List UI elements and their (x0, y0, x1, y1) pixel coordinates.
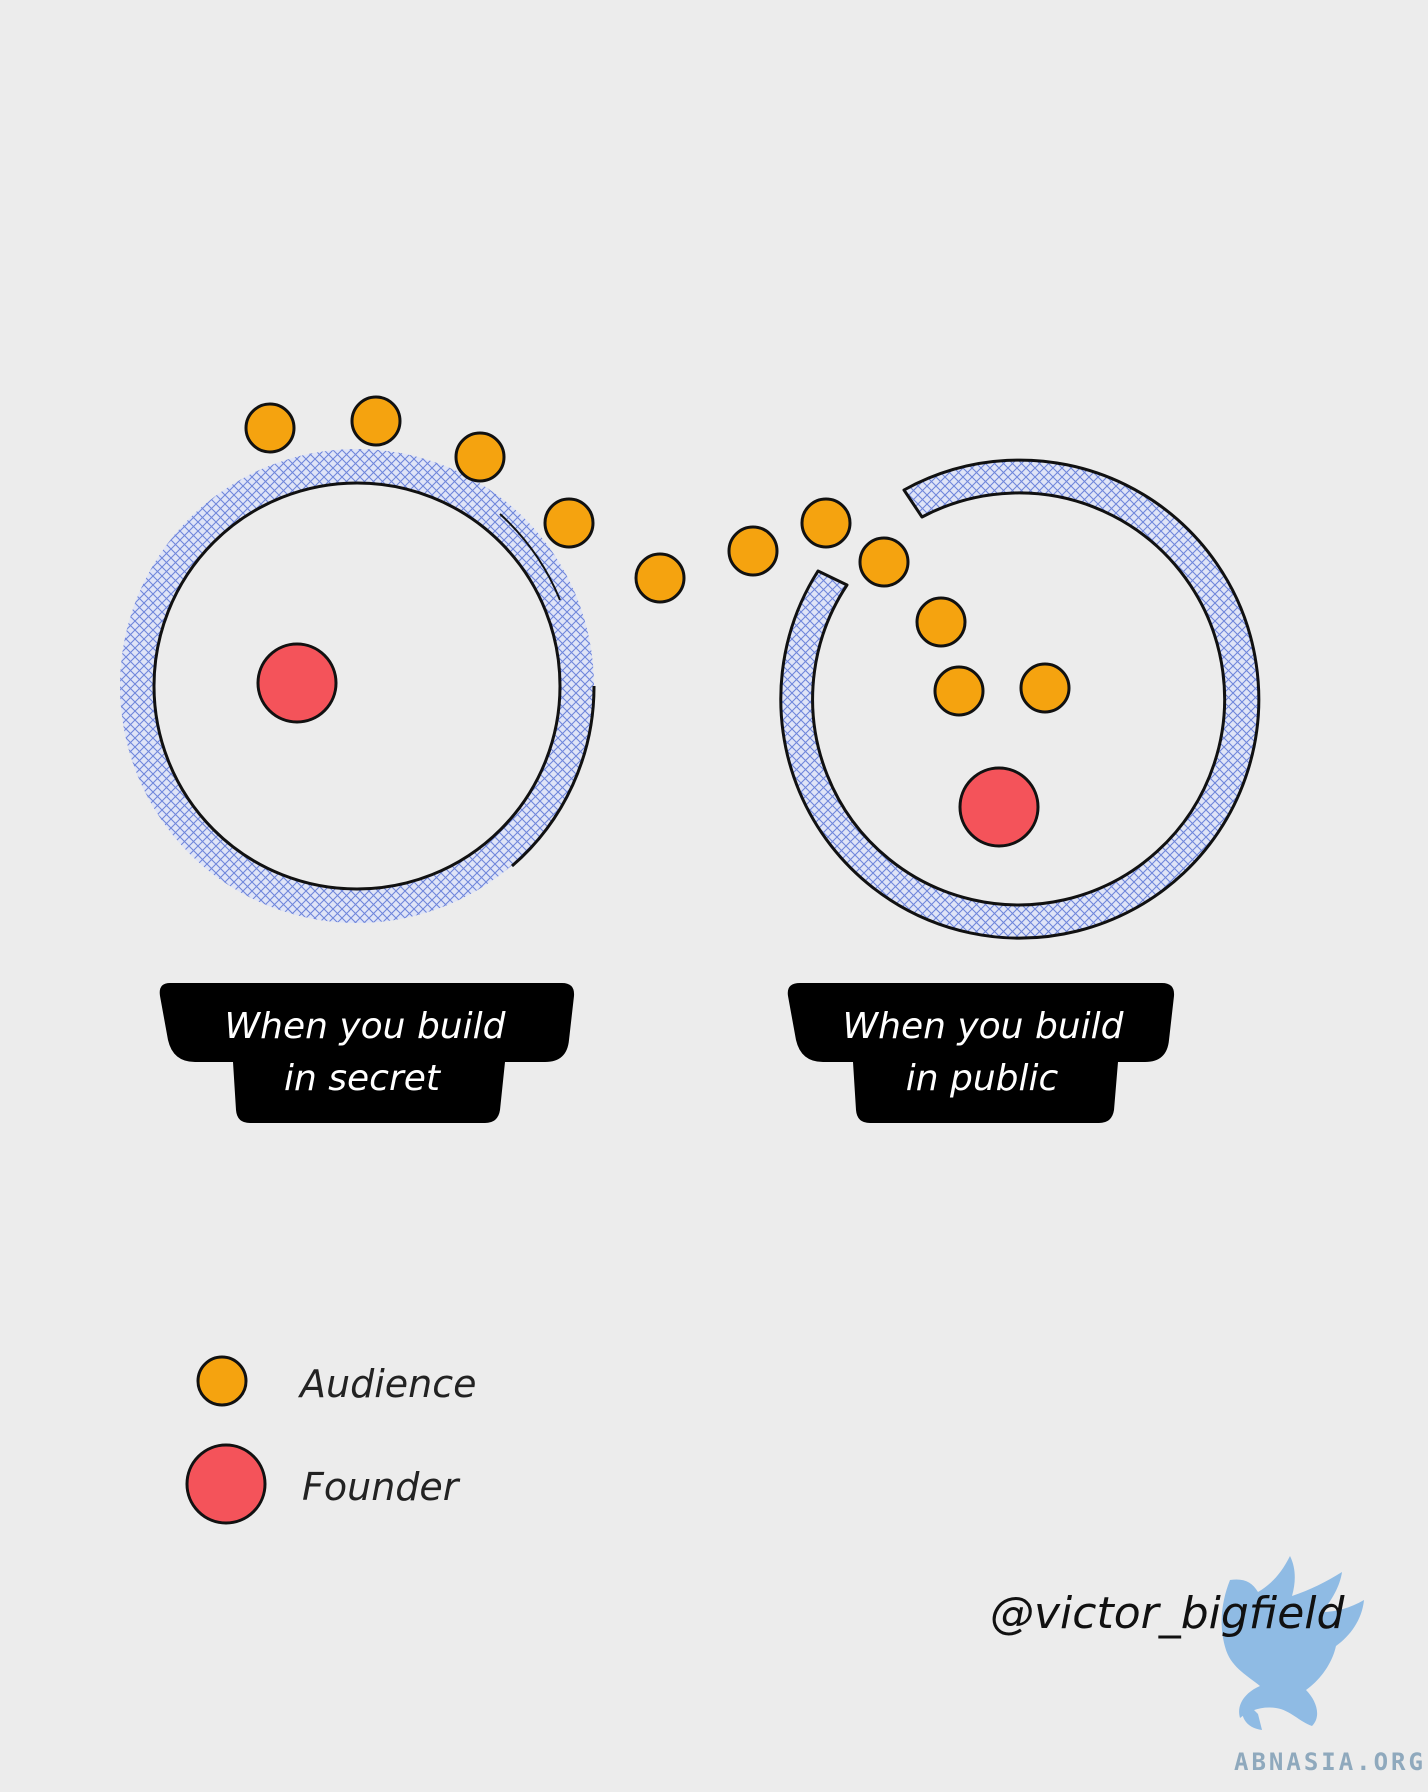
closed-ring-inner-edge (152, 481, 562, 891)
watermark: ABNASIA.ORG (1221, 1556, 1426, 1776)
audience-dot (543, 497, 595, 549)
audience-inside-group (800, 497, 1071, 717)
founder-dot (256, 642, 338, 724)
closed-ring (120, 449, 594, 923)
legend-founder-label: Founder (302, 1465, 461, 1509)
watermark-text: ABNASIA.ORG (1234, 1748, 1426, 1776)
legend-item-founder: Founder (185, 1443, 461, 1525)
open-ring (779, 458, 1261, 940)
left-label-box: When you build in secret (159, 983, 575, 1123)
audience-dot (915, 596, 967, 648)
audience-dot (858, 536, 910, 588)
legend-founder-swatch (185, 1443, 267, 1525)
closed-ring-outer-edge (511, 685, 596, 868)
audience-outside-group (244, 395, 779, 604)
legend: Audience Founder (185, 1355, 477, 1525)
right-label-box: When you build in public (787, 983, 1175, 1123)
griffin-logo (1221, 1556, 1364, 1730)
audience-dot (350, 395, 402, 447)
audience-dot (454, 431, 506, 483)
left-label-line1: When you build (225, 1006, 507, 1047)
right-label-line1: When you build (843, 1006, 1125, 1047)
audience-dot (244, 402, 296, 454)
audience-dot (800, 497, 852, 549)
founder-dot (958, 766, 1040, 848)
left-panel: When you build in secret (120, 395, 779, 1123)
left-label-line2: in secret (284, 1058, 442, 1099)
audience-dot (634, 552, 686, 604)
legend-item-audience: Audience (196, 1355, 477, 1407)
audience-dot (1019, 662, 1071, 714)
author-credit: @victor_bigfield (990, 1588, 1346, 1639)
right-label-line2: in public (906, 1058, 1059, 1099)
audience-dot (727, 525, 779, 577)
audience-dot (933, 665, 985, 717)
right-panel: When you build in public (779, 458, 1261, 1123)
legend-audience-label: Audience (297, 1362, 477, 1406)
legend-audience-swatch (196, 1355, 248, 1407)
